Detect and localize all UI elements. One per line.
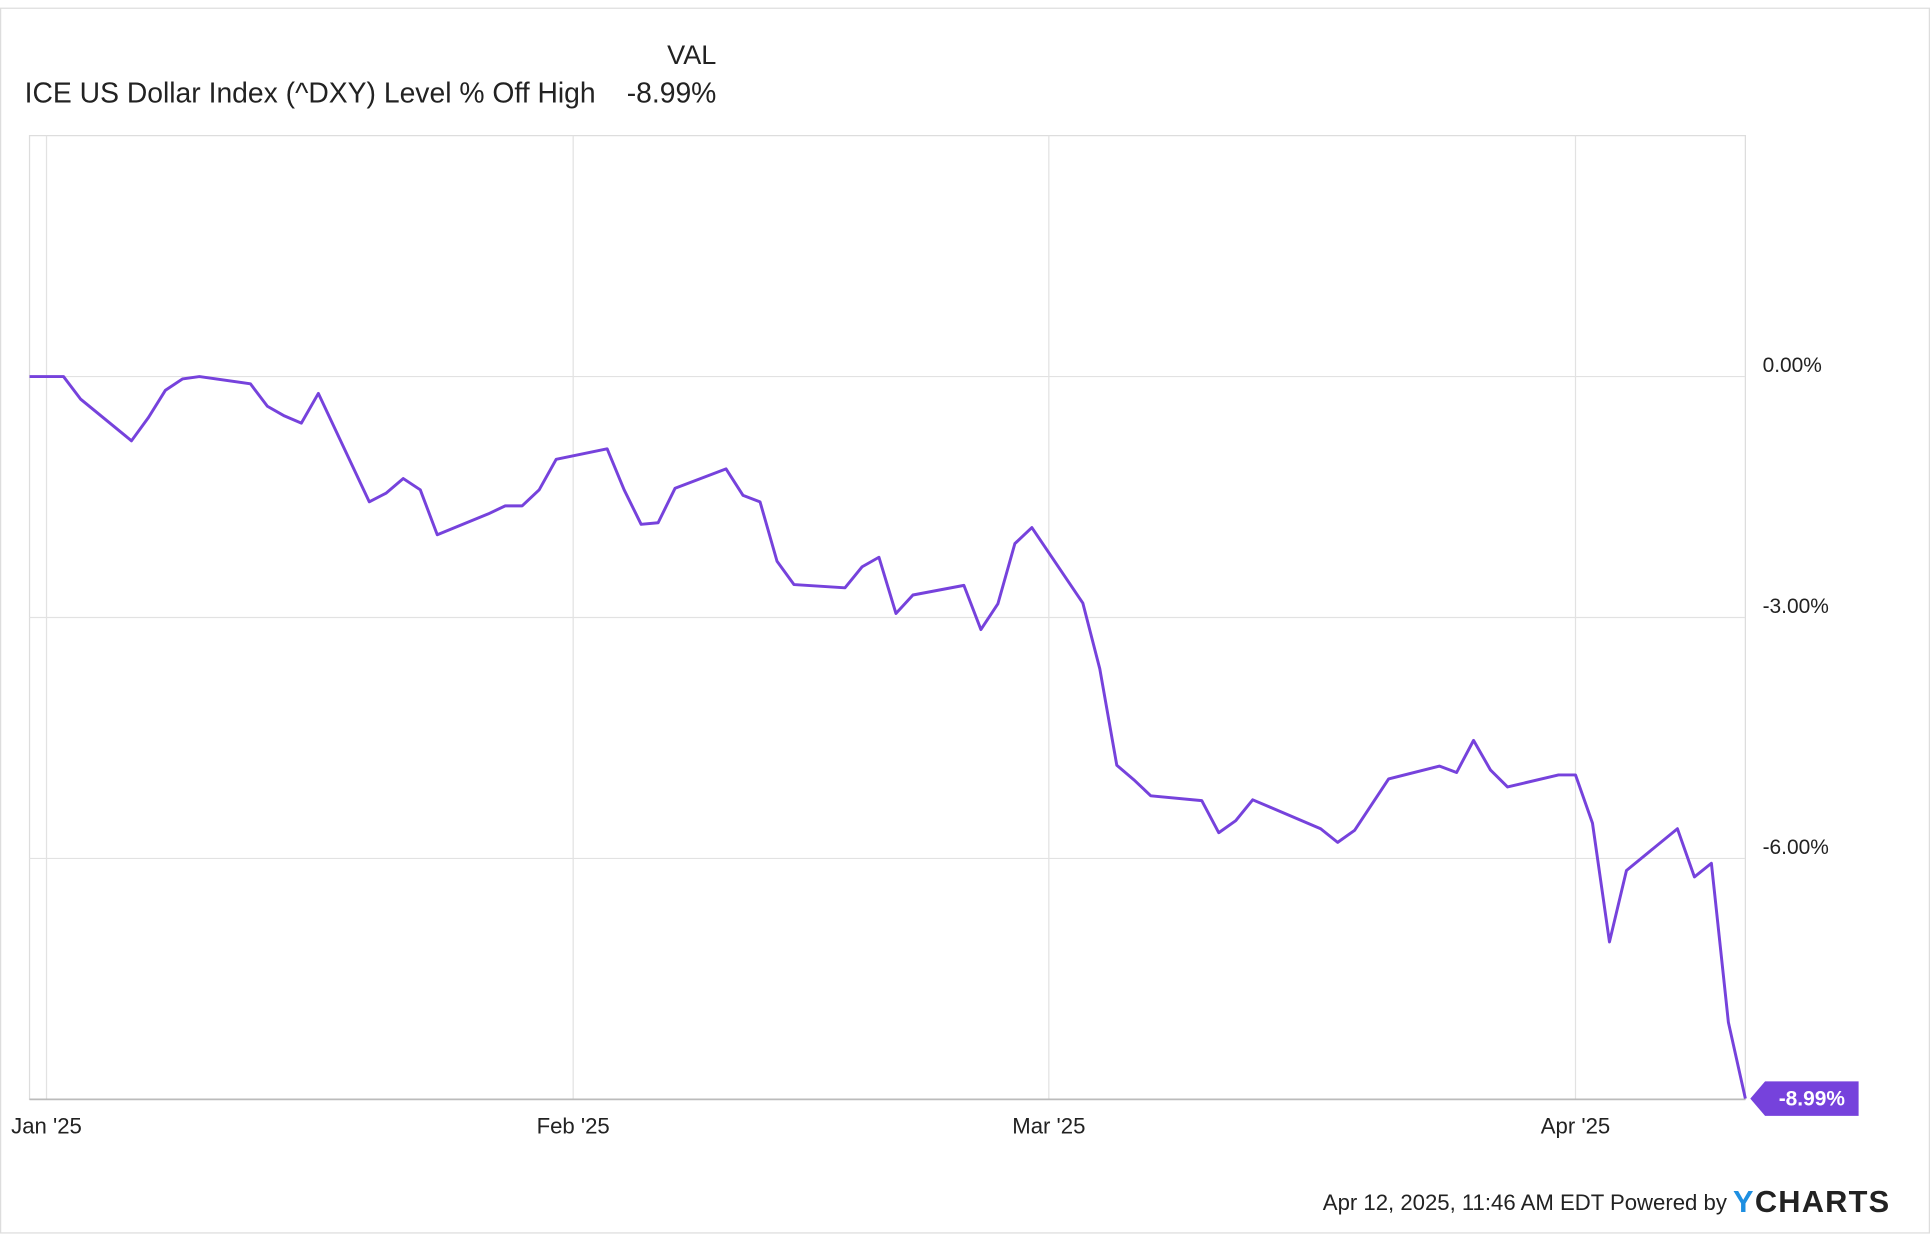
y-tick-label: -6.00% <box>1763 836 1829 859</box>
x-tick-label: Apr '25 <box>1541 1114 1610 1139</box>
footer-text: Apr 12, 2025, 11:46 AM EDT Powered by <box>1323 1190 1728 1215</box>
last-value-badge <box>1750 1081 1859 1116</box>
footer-logo: YCHARTS <box>1733 1184 1890 1219</box>
x-tick-label: Jan '25 <box>11 1114 82 1139</box>
line-series <box>29 375 1747 1099</box>
logo-part: Y <box>1733 1184 1755 1219</box>
value-column-header: VAL <box>667 39 716 70</box>
frame <box>0 7 1930 1234</box>
legend-series-value: -8.99% <box>627 76 717 108</box>
logo-part: CHARTS <box>1755 1184 1891 1219</box>
y-tick-label: -3.00% <box>1763 595 1829 618</box>
x-tick-label: Mar '25 <box>1012 1114 1085 1139</box>
x-tick-label: Feb '25 <box>537 1114 610 1139</box>
y-tick-label: 0.00% <box>1763 354 1822 377</box>
last-value-label: -8.99% <box>1779 1087 1846 1110</box>
legend-series-name: ICE US Dollar Index (^DXY) Level % Off H… <box>25 76 596 108</box>
